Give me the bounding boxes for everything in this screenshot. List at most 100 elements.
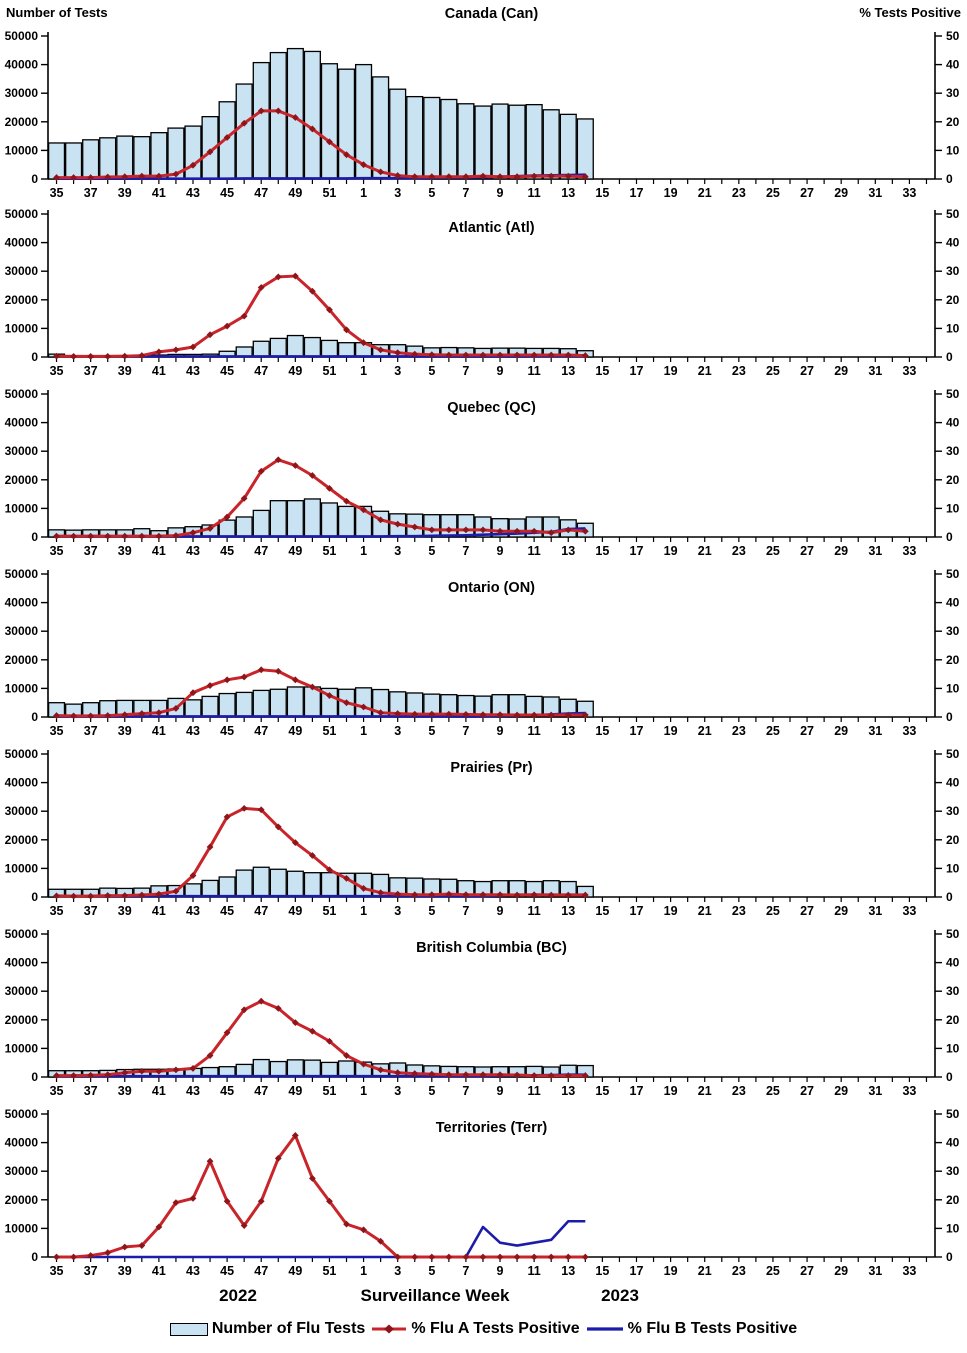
flu-a-marker [223, 134, 231, 141]
flu-a-marker [206, 148, 214, 156]
week-label: 21 [698, 544, 712, 558]
week-label: 17 [630, 1084, 644, 1098]
flu-a-marker [496, 891, 504, 899]
week-label: 13 [561, 724, 575, 738]
week-label: 3 [394, 1084, 401, 1098]
week-label: 23 [732, 1264, 746, 1278]
flu-a-marker [394, 349, 402, 357]
flu-a-line [56, 1133, 586, 1259]
right-tick-label: 20 [946, 473, 960, 487]
panel-prairies: Prairies (Pr) 0 10000 20000 30000 40000 50000 0… [5, 747, 960, 918]
flu-a-marker [240, 119, 248, 127]
flu-a-marker [377, 709, 385, 717]
week-label: 45 [220, 904, 234, 918]
flu-a-marker [428, 173, 436, 181]
flu-tests-bar [252, 1058, 270, 1078]
right-tick-label: 50 [946, 207, 960, 221]
right-tick-label: 20 [946, 293, 960, 307]
week-label: 13 [561, 364, 575, 378]
week-label: 39 [118, 1264, 132, 1278]
week-label: 15 [595, 544, 609, 558]
flu-tests-bar [303, 1059, 321, 1078]
flu-a-marker [308, 1027, 316, 1035]
right-tick-label: 50 [946, 387, 960, 401]
week-label: 17 [630, 544, 644, 558]
blue-line-icon [586, 1327, 623, 1331]
flu-a-marker [377, 168, 385, 176]
flu-a-marker [564, 351, 572, 359]
week-label: 43 [186, 364, 200, 378]
flu-a-marker [121, 892, 129, 899]
week-label: 45 [220, 1084, 234, 1098]
week-label: 17 [630, 904, 644, 918]
week-label: 31 [868, 1084, 882, 1098]
flu-a-marker [138, 172, 146, 180]
chart-panels: Number of Tests % Tests Positive Canada (C… [5, 5, 961, 1278]
week-label: 7 [462, 724, 469, 738]
left-tick-label: 10000 [5, 501, 39, 515]
week-label: 13 [561, 1084, 575, 1098]
flu-a-marker [53, 174, 60, 181]
week-label: 15 [595, 1084, 609, 1098]
flu-a-marker [445, 526, 453, 534]
left-tick-label: 10000 [5, 321, 39, 335]
week-label: 25 [766, 904, 780, 918]
week-label: 21 [698, 1084, 712, 1098]
flu-tests-bar [286, 870, 304, 898]
week-label: 11 [528, 1084, 541, 1098]
week-label: 29 [834, 1084, 848, 1098]
week-label: 33 [902, 724, 916, 738]
week-label: 17 [630, 724, 644, 738]
week-label: 45 [220, 544, 234, 558]
flu-tests-bar [269, 868, 287, 898]
left-tick-label: 20000 [5, 293, 39, 307]
flu-a-marker [223, 813, 231, 821]
flu-a-marker [257, 666, 265, 674]
week-label: 19 [664, 186, 678, 200]
right-tick-label: 10 [946, 501, 960, 515]
flu-a-marker [462, 351, 470, 359]
flu-a-marker [257, 467, 265, 475]
week-label: 33 [902, 364, 916, 378]
week-label: 47 [254, 724, 268, 738]
week-label: 1 [360, 904, 367, 918]
flu-tests-bar [252, 61, 270, 180]
flu-a-marker [223, 1197, 231, 1205]
flu-a-marker [104, 173, 112, 181]
flu-tests-bar [303, 50, 321, 180]
flu-a-marker [240, 312, 248, 320]
flu-a-marker [479, 1253, 487, 1261]
week-label: 5 [428, 724, 435, 738]
left-tick-label: 30000 [5, 624, 39, 638]
flu-a-marker [87, 174, 95, 181]
week-label: 27 [800, 544, 814, 558]
flu-a-marker [343, 151, 350, 159]
right-tick-label: 0 [946, 710, 953, 724]
flu-a-marker [445, 173, 453, 181]
week-label: 29 [834, 186, 848, 200]
week-label: 29 [834, 724, 848, 738]
flu-a-marker [189, 1194, 197, 1202]
week-label: 25 [766, 1084, 780, 1098]
week-label: 41 [152, 724, 166, 738]
flu-a-marker [155, 890, 163, 898]
week-label: 5 [428, 544, 435, 558]
left-tick-label: 40000 [5, 416, 39, 430]
flu-a-marker [70, 353, 77, 360]
left-tick-label: 20000 [5, 1013, 39, 1027]
flu-a-marker [291, 676, 299, 684]
year-right-label: 2023 [601, 1286, 639, 1305]
week-label: 41 [152, 186, 166, 200]
flu-tests-bar [320, 872, 339, 898]
week-label: 35 [50, 186, 64, 200]
flu-a-marker [155, 172, 163, 180]
flu-a-marker [172, 705, 180, 712]
flu-a-marker [274, 667, 282, 675]
week-label: 19 [664, 1084, 678, 1098]
week-label: 33 [902, 904, 916, 918]
week-label: 23 [732, 186, 746, 200]
flu-tests-bar [303, 336, 321, 358]
flu-a-marker [496, 1253, 504, 1261]
flu-a-marker [530, 711, 538, 719]
flu-a-marker [411, 1253, 419, 1261]
